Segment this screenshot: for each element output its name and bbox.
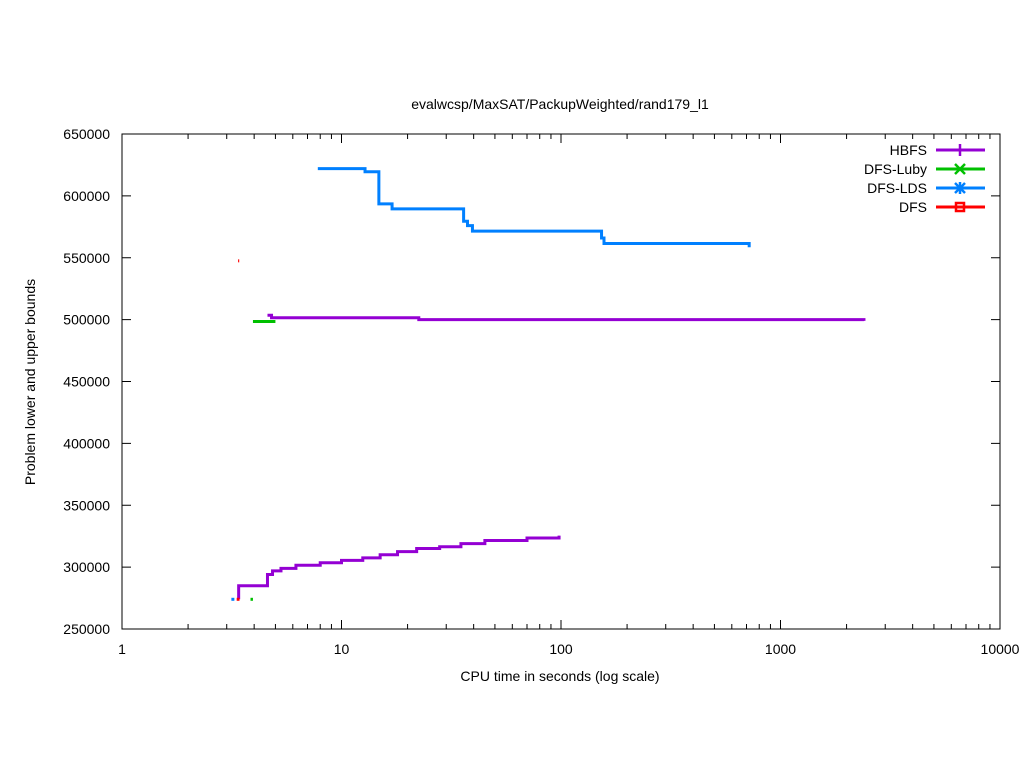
y-tick-label: 500000 xyxy=(63,312,110,328)
y-tick-label: 250000 xyxy=(63,621,110,637)
series-line-hbfs-upper xyxy=(267,313,866,322)
legend-marker-dfs-lds xyxy=(954,182,966,194)
legend-marker-dfs-luby xyxy=(954,163,966,175)
y-tick-label: 600000 xyxy=(63,188,110,204)
y-tick-label: 300000 xyxy=(63,559,110,575)
legend-label-dfs: DFS xyxy=(899,199,927,215)
axis-ticks xyxy=(121,133,1001,630)
x-axis-label: CPU time in seconds (log scale) xyxy=(460,668,659,684)
series-lines xyxy=(231,167,866,601)
x-tick-label: 10 xyxy=(334,641,350,657)
x-tick-label: 10000 xyxy=(981,641,1020,657)
legend-label-dfs-luby: DFS-Luby xyxy=(864,161,927,177)
y-tick-label: 350000 xyxy=(63,497,110,513)
axis-tick-labels: 1 10 100 1000 10000 250000 300000 350000 400000 4… xyxy=(63,126,1019,657)
chart-title: evalwcsp/MaxSAT/PackupWeighted/rand179_l… xyxy=(411,96,709,112)
legend-label-hbfs: HBFS xyxy=(890,142,927,158)
series-line-hbfs-lower xyxy=(237,535,561,600)
legend-label-dfs-lds: DFS-LDS xyxy=(867,180,927,196)
x-tick-label: 1000 xyxy=(765,641,796,657)
y-tick-label: 450000 xyxy=(63,374,110,390)
y-tick-label: 400000 xyxy=(63,435,110,451)
series-line-dfs-lds-upper xyxy=(317,167,751,248)
y-tick-label: 550000 xyxy=(63,250,110,266)
y-tick-label: 650000 xyxy=(63,126,110,142)
legend-marker-hbfs xyxy=(954,144,966,156)
y-axis-label: Problem lower and upper bounds xyxy=(22,279,38,485)
legend: HBFS DFS-Luby DFS-LDS DFS xyxy=(864,142,985,215)
x-tick-label: 100 xyxy=(549,641,573,657)
legend-marker-dfs xyxy=(954,201,966,213)
x-tick-label: 1 xyxy=(118,641,126,657)
plot-frame xyxy=(121,133,1001,630)
